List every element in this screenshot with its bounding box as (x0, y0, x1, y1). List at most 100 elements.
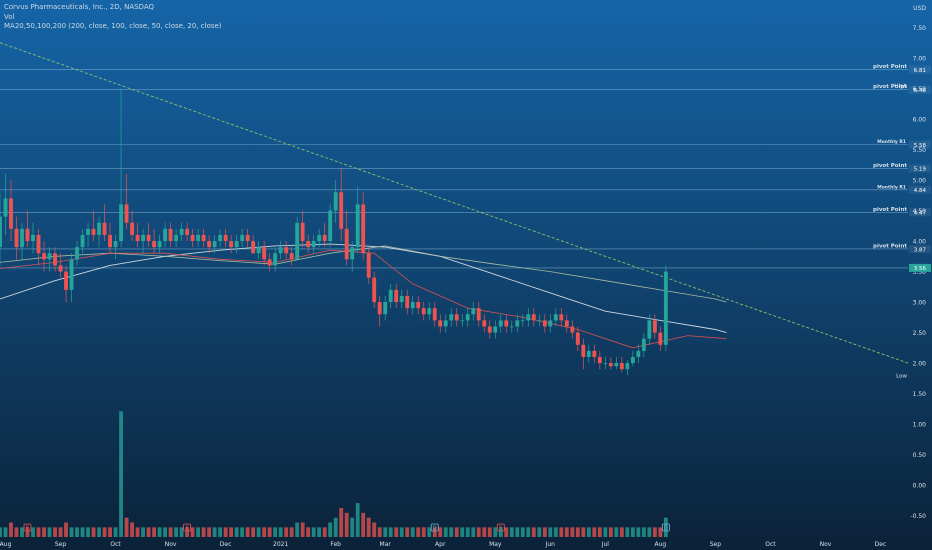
candle-body (157, 241, 162, 248)
candle-body (471, 308, 476, 315)
candle-body (146, 234, 151, 242)
currency-label: USD (913, 5, 926, 12)
candle-body (289, 253, 294, 260)
volume-bar (350, 517, 355, 537)
volume-bar (460, 527, 465, 537)
candle-body (355, 204, 360, 248)
level-tag (909, 140, 931, 149)
volume-bar (619, 527, 624, 537)
annotation-low: Low (896, 373, 907, 379)
volume-bar (438, 527, 443, 537)
level-tag-value: 4.47 (914, 211, 927, 217)
volume-bar (295, 522, 300, 537)
candle-body (416, 302, 421, 309)
candle-body (383, 302, 388, 315)
candle-body (36, 234, 41, 254)
event-marker-dividend[interactable] (430, 523, 439, 532)
volume-bar (168, 527, 173, 537)
candle-body (438, 320, 443, 327)
candle-body (163, 228, 168, 242)
volume-bar (333, 517, 338, 537)
y-tick-label: 1.00 (913, 422, 927, 429)
candle-body (317, 234, 322, 242)
candle-body (520, 320, 525, 322)
volume-bar (581, 527, 586, 537)
candle-body (619, 363, 624, 370)
candle-body (526, 314, 531, 321)
x-tick-label: Sep (55, 541, 67, 548)
candle-body (119, 204, 123, 242)
candle-body (174, 234, 179, 242)
event-marker-dividend[interactable] (661, 523, 670, 532)
volume-bar (592, 527, 597, 537)
volume-bar (174, 527, 179, 537)
volume-bar (366, 517, 371, 537)
candle-body (196, 234, 201, 242)
volume-bar (586, 527, 591, 537)
level-tag-value: 5.58 (914, 143, 927, 149)
volume-bar (130, 522, 134, 537)
ma-100-line (0, 245, 727, 303)
volume-bar (278, 527, 283, 537)
volume-bar (300, 522, 305, 537)
candle-body (460, 320, 465, 322)
level-tag (909, 85, 931, 94)
volume-bar (256, 527, 261, 537)
y-tick-label: 7.50 (913, 25, 927, 32)
volume-bar (31, 527, 35, 537)
volume-bar (91, 527, 96, 537)
event-marker-letter: D (433, 526, 437, 532)
volume-bar (625, 527, 630, 537)
volume-bar (476, 527, 481, 537)
candle-body (113, 241, 118, 248)
event-marker-letter: E (186, 526, 189, 532)
ma-20-line (0, 249, 727, 349)
x-tick-label: Oct (765, 541, 776, 548)
volume-bar (443, 527, 448, 537)
x-tick-label: Nov (820, 541, 832, 548)
candle-body (306, 241, 311, 248)
volume-bar (328, 522, 333, 537)
level-tag (909, 65, 931, 74)
candle-body (141, 234, 146, 242)
y-tick-label: 5.50 (913, 147, 927, 154)
volume-bar (614, 527, 619, 537)
candle-body (405, 295, 410, 309)
volume-bar (515, 527, 520, 537)
candle-body (586, 350, 591, 357)
event-marker-letter: E (499, 526, 502, 532)
x-tick-label: Jun (545, 541, 556, 548)
candle-body (295, 222, 300, 260)
level-label: pivot Point (873, 84, 907, 90)
ma-legend: MA20,50,100,200 (200, close, 100, close,… (4, 22, 222, 30)
volume-bar (273, 527, 278, 537)
candle-body (350, 247, 355, 260)
event-marker-earnings[interactable] (496, 523, 505, 532)
level-label: pivot Point (873, 163, 907, 169)
candle-body (124, 204, 129, 223)
volume-bar (399, 527, 404, 537)
candle-body (427, 308, 432, 315)
volume-bar (25, 527, 30, 537)
candle-body (218, 234, 223, 242)
candle-body (361, 204, 366, 254)
candle-body (102, 222, 107, 235)
candle-body (394, 289, 399, 303)
y-tick-label: 0.00 (913, 483, 927, 490)
candle-body (0, 216, 2, 248)
event-marker-earnings[interactable] (183, 523, 192, 532)
candle-body (108, 234, 112, 248)
event-marker-earnings[interactable] (23, 523, 32, 532)
level-tag-value: 6.81 (914, 68, 926, 74)
y-tick-label: 5.00 (913, 178, 927, 185)
volume-bar (658, 527, 663, 537)
candle-body (234, 241, 239, 248)
volume-bar (42, 527, 46, 537)
candle-body (212, 241, 217, 248)
volume-bar (575, 527, 580, 537)
volume-bar (531, 527, 536, 537)
volume-bar (80, 527, 85, 537)
candle-body (592, 350, 597, 357)
